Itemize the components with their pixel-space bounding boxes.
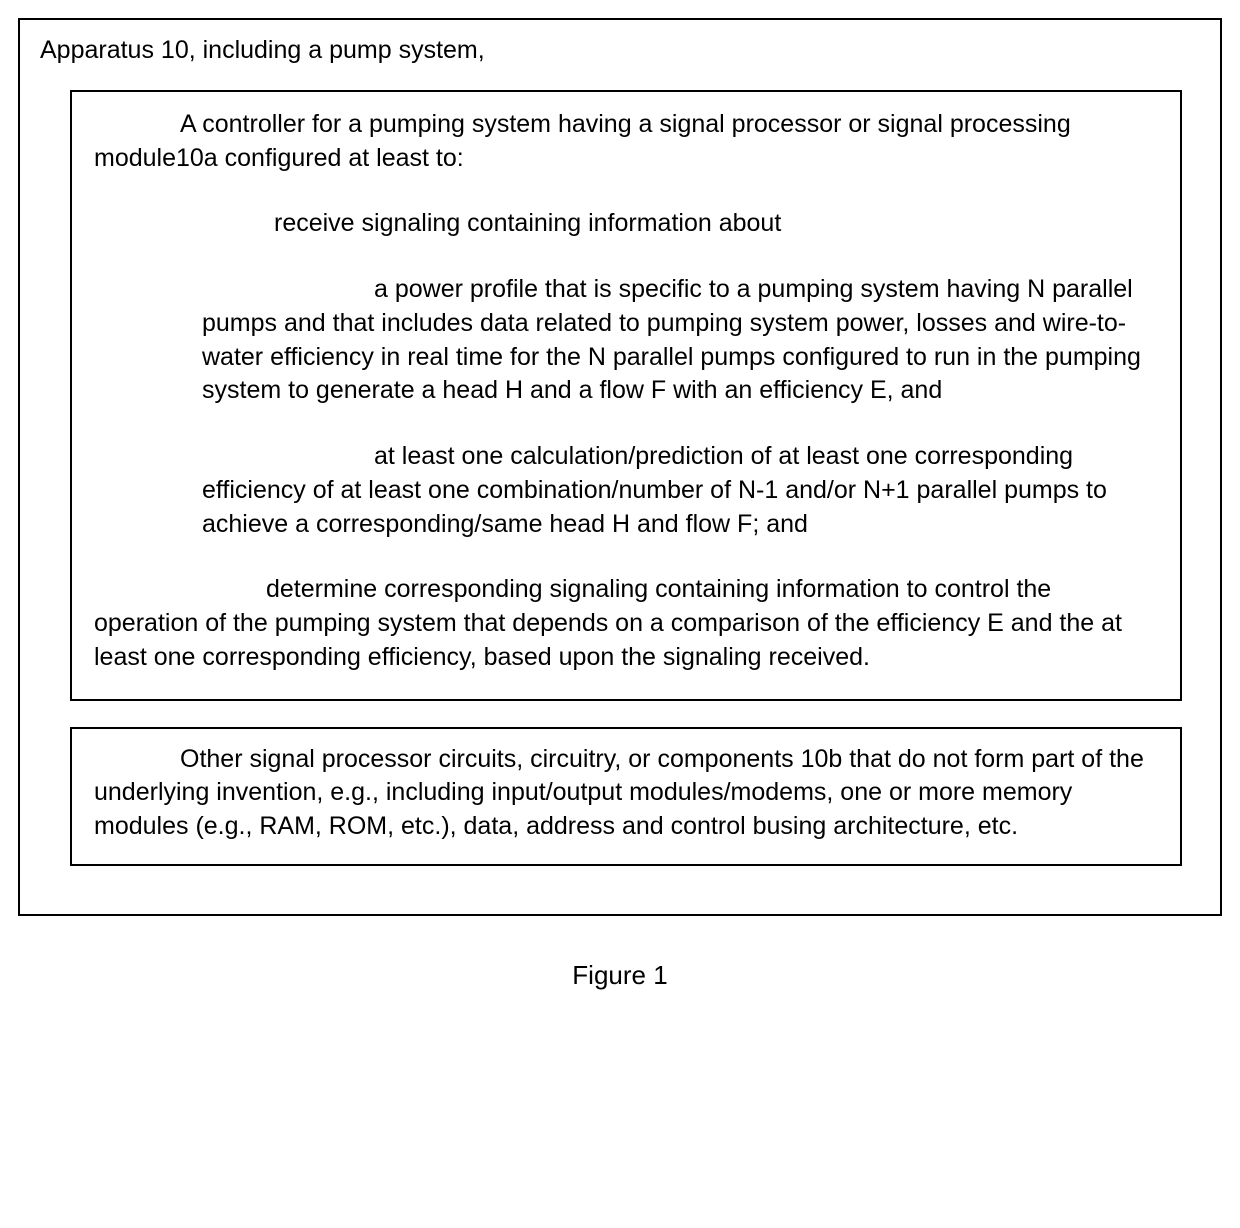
other-components-box-10b: Other signal processor circuits, circuit… <box>70 727 1182 866</box>
receive-block: receive signaling containing information… <box>94 207 1150 241</box>
controller-box-10a: A controller for a pumping system having… <box>70 90 1182 701</box>
calc-pred-block: at least one calculation/prediction of a… <box>94 440 1150 541</box>
receive-line: receive signaling containing information… <box>188 207 1150 241</box>
apparatus-title: Apparatus 10, including a pump system, <box>40 30 1182 68</box>
determine-text: determine corresponding signaling contai… <box>94 573 1150 674</box>
power-profile-text: a power profile that is specific to a pu… <box>202 273 1150 408</box>
power-profile-block: a power profile that is specific to a pu… <box>94 273 1150 408</box>
other-components-text: Other signal processor circuits, circuit… <box>94 743 1152 844</box>
controller-intro: A controller for a pumping system having… <box>94 108 1150 176</box>
calc-pred-text: at least one calculation/prediction of a… <box>202 440 1150 541</box>
figure-label: Figure 1 <box>18 958 1222 993</box>
outer-apparatus-box: Apparatus 10, including a pump system, A… <box>18 18 1222 916</box>
